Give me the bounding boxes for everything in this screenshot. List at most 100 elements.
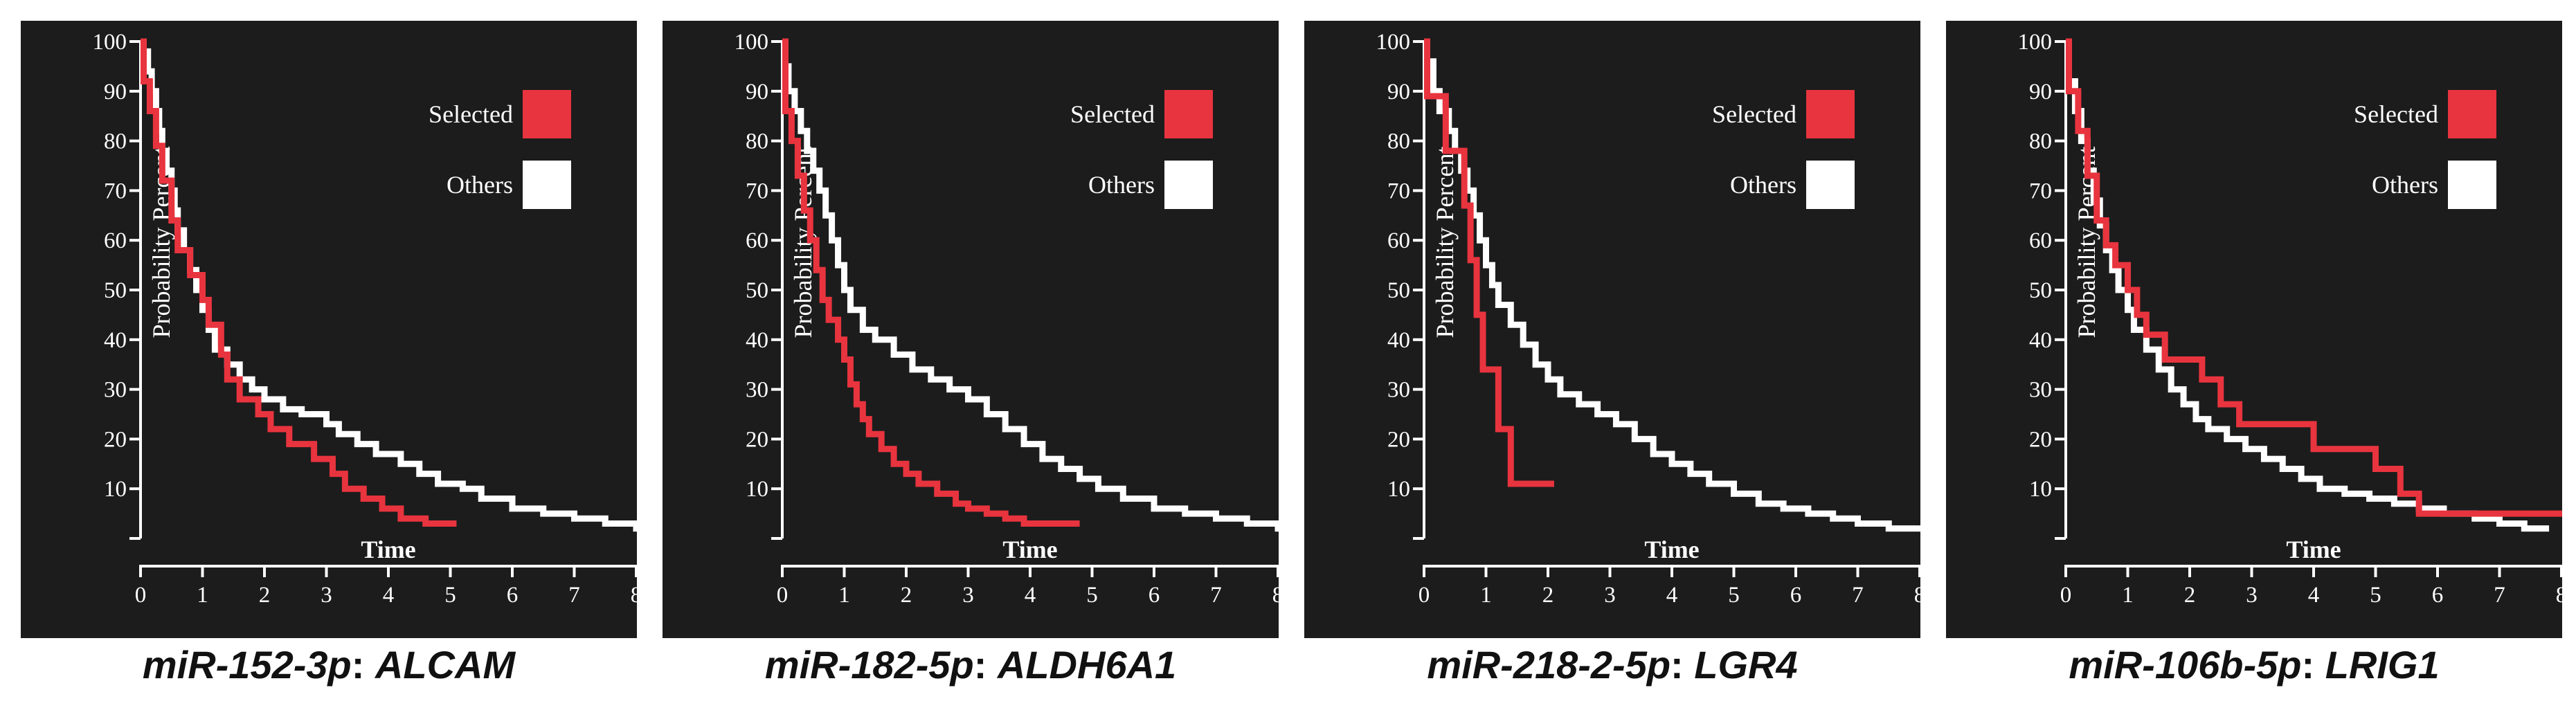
y-tick-label: 10 [1387,477,1410,502]
x-tick-label: 2 [259,583,271,608]
y-tick-label: 90 [746,80,768,105]
y-tick-label: 30 [104,378,127,403]
y-tick-label: 10 [104,477,127,502]
x-tick-label: 3 [1604,583,1616,608]
legend-label-others: Others [1730,171,1796,199]
caption-gene: LGR4 [1694,643,1798,687]
y-tick-label: 30 [746,378,768,403]
caption-gene: LRIG1 [2325,643,2440,687]
y-tick-label: 70 [2029,179,2052,203]
legend-swatch-others [1806,161,1855,209]
x-axis-title: Time [2286,536,2341,563]
x-tick-label: 7 [1210,583,1222,608]
x-tick-label: 4 [383,583,395,608]
legend-swatch-selected [1164,90,1213,138]
x-tick-label: 5 [444,583,456,608]
x-tick-label: 0 [1418,583,1430,608]
y-tick-label: 70 [746,179,768,203]
x-tick-label: 1 [838,583,850,608]
legend-swatch-others [523,161,571,209]
x-tick-label: 5 [1728,583,1740,608]
x-tick-label: 5 [1086,583,1098,608]
y-tick-label: 20 [2029,427,2052,452]
y-axis-title: Probability Percent [1431,147,1459,338]
caption-mirna: miR-152-3p [142,643,352,687]
x-tick-label: 2 [2184,583,2196,608]
y-tick-label: 60 [746,228,768,253]
y-tick-label: 50 [2029,278,2052,303]
legend-swatch-others [1164,161,1213,209]
y-tick-label: 100 [1376,30,1411,55]
panel-caption: miR-182-5p: ALDH6A1 [764,643,1177,687]
y-tick-label: 10 [746,477,768,502]
x-tick-label: 6 [2432,583,2444,608]
x-tick-label: 0 [2060,583,2072,608]
x-axis-title: Time [1002,536,1057,563]
panel-caption: miR-218-2-5p: LGR4 [1427,643,1798,687]
x-tick-label: 3 [321,583,332,608]
y-tick-label: 50 [104,278,127,303]
y-tick-label: 60 [2029,228,2052,253]
y-tick-label: 30 [2029,378,2052,403]
y-tick-label: 80 [1387,129,1410,154]
y-tick-label: 90 [1387,80,1410,105]
x-axis-title: Time [1644,536,1699,563]
panel-caption: miR-152-3p: ALCAM [142,643,516,687]
y-tick-label: 40 [1387,328,1410,353]
x-tick-label: 3 [2246,583,2258,608]
x-tick-label: 7 [2494,583,2505,608]
legend-label-others: Others [1088,171,1155,199]
caption-gene: ALCAM [375,643,516,687]
km-panel-3: 10 20 30 40 50 60 70 80 90 100 Probability Percent… [1304,0,1920,717]
x-tick-label: 1 [197,583,208,608]
x-tick-label: 2 [1542,583,1554,608]
series-selected-line [140,38,457,527]
x-axis-title: Time [361,536,415,563]
x-tick-label: 3 [962,583,974,608]
y-tick-label: 60 [1387,228,1410,253]
legend-swatch-selected [1806,90,1855,138]
x-tick-label: 7 [1852,583,1864,608]
x-tick-label: 8 [631,583,637,608]
y-tick-label: 50 [1387,278,1410,303]
km-panel-2: 10 20 30 40 50 60 70 80 90 100 Probability Percent… [663,0,1279,717]
series-selected-line [2065,38,2562,517]
y-tick-label: 20 [1387,427,1410,452]
legend-label-selected: Selected [429,100,513,128]
legend-label-others: Others [447,171,513,199]
x-tick-label: 8 [1272,583,1279,608]
x-tick-label: 0 [777,583,789,608]
caption-mirna: miR-106b-5p [2069,643,2302,687]
x-tick-label: 4 [1025,583,1036,608]
km-panel-4: 10 20 30 40 50 60 70 80 90 100 Probability Percent… [1946,0,2562,717]
y-tick-label: 80 [104,129,127,154]
y-tick-label: 40 [2029,328,2052,353]
x-tick-label: 6 [1790,583,1802,608]
y-tick-label: 100 [2018,30,2053,55]
y-tick-label: 40 [104,328,127,353]
y-tick-label: 90 [2029,80,2052,105]
legend-swatch-others [2448,161,2496,209]
x-tick-label: 6 [1149,583,1160,608]
legend-label-selected: Selected [1070,100,1155,128]
y-tick-label: 90 [104,80,127,105]
y-tick-label: 100 [93,30,127,55]
series-selected-line [1423,38,1554,487]
legend-swatch-selected [523,90,571,138]
y-tick-label: 100 [735,30,769,55]
x-tick-label: 4 [1666,583,1678,608]
y-tick-label: 70 [1387,179,1410,203]
y-tick-label: 70 [104,179,127,203]
y-tick-label: 20 [104,427,127,452]
y-tick-label: 20 [746,427,768,452]
x-tick-label: 1 [2122,583,2134,608]
y-tick-label: 80 [746,129,768,154]
km-panel-1: 10 20 30 40 50 60 70 80 90 100 Probability Percent… [21,0,637,717]
caption-mirna: miR-182-5p [764,643,974,687]
caption-mirna: miR-218-2-5p [1427,643,1671,687]
y-tick-label: 60 [104,228,127,253]
x-tick-label: 2 [901,583,912,608]
y-tick-label: 40 [746,328,768,353]
